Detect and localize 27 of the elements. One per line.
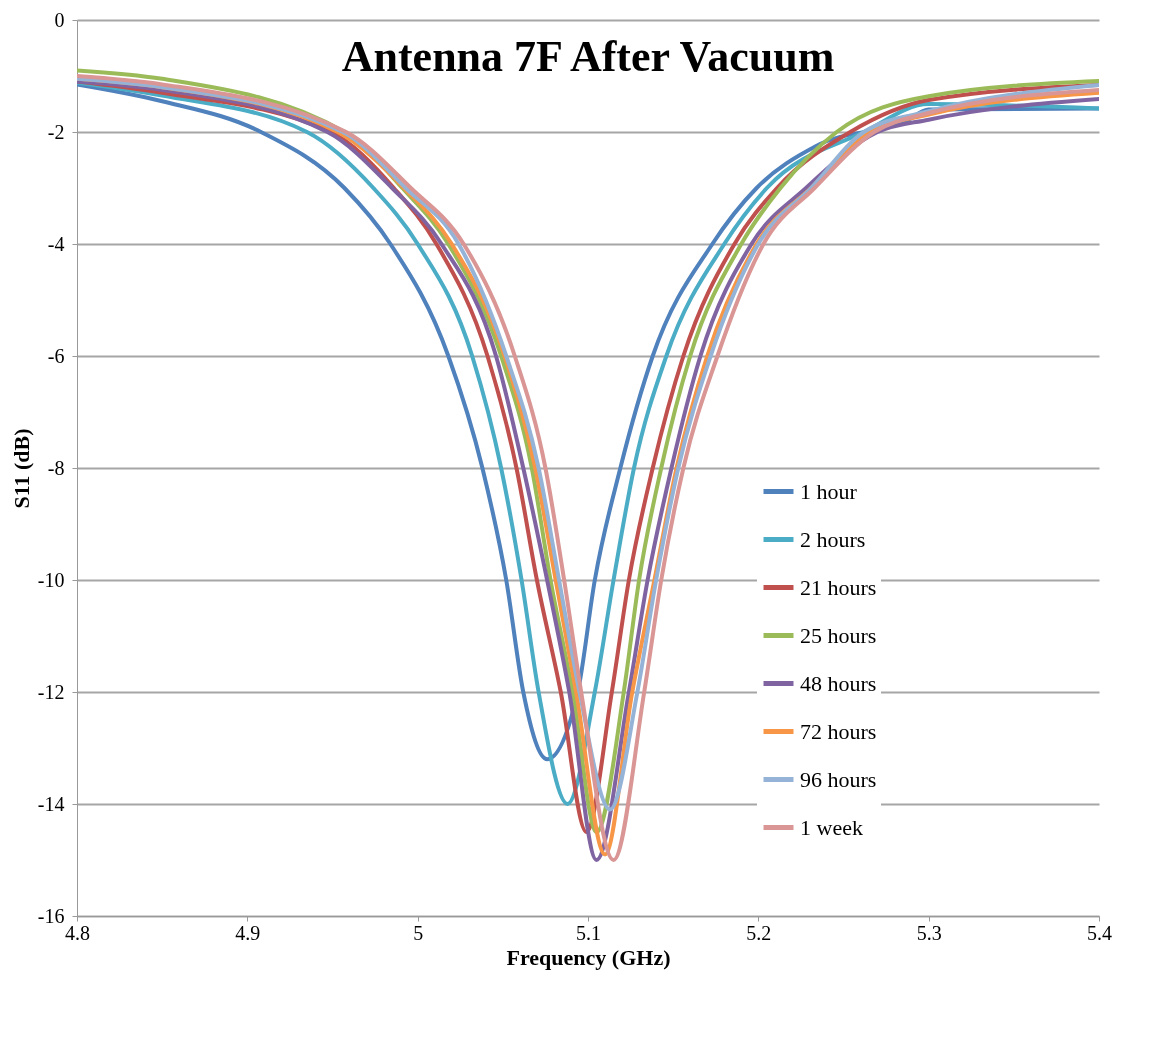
y-tick-label: -6 xyxy=(47,344,65,367)
y-tick-label: -12 xyxy=(37,680,65,703)
y-tick-label: -8 xyxy=(47,456,65,479)
y-tick-label: -10 xyxy=(37,568,65,591)
x-tick-label: 5.3 xyxy=(916,921,942,944)
legend-label: 21 hours xyxy=(800,574,877,600)
x-tick-label: 5.2 xyxy=(746,921,772,944)
chart-title: Antenna 7F After Vacuum xyxy=(341,32,835,81)
y-tick-label: -14 xyxy=(37,792,65,815)
x-tick-label: 5.4 xyxy=(1087,921,1112,944)
legend-label: 1 week xyxy=(800,814,863,840)
legend-label: 1 hour xyxy=(800,478,858,504)
y-tick-label: -16 xyxy=(37,904,65,927)
legend-label: 25 hours xyxy=(800,622,877,648)
legend-label: 48 hours xyxy=(800,670,877,696)
y-tick-label: 0 xyxy=(54,8,65,31)
y-tick-label: -4 xyxy=(47,232,65,255)
y-tick-label: -2 xyxy=(47,120,65,143)
x-tick-label: 4.8 xyxy=(65,921,90,944)
y-axis-title: S11 (dB) xyxy=(8,428,34,509)
x-tick-label: 5 xyxy=(413,921,424,944)
legend-label: 2 hours xyxy=(800,526,866,552)
legend-label: 96 hours xyxy=(800,766,877,792)
x-tick-label: 4.9 xyxy=(235,921,261,944)
x-tick-label: 5.1 xyxy=(576,921,601,944)
x-axis-title: Frequency (GHz) xyxy=(506,944,671,970)
legend-label: 72 hours xyxy=(800,718,877,744)
